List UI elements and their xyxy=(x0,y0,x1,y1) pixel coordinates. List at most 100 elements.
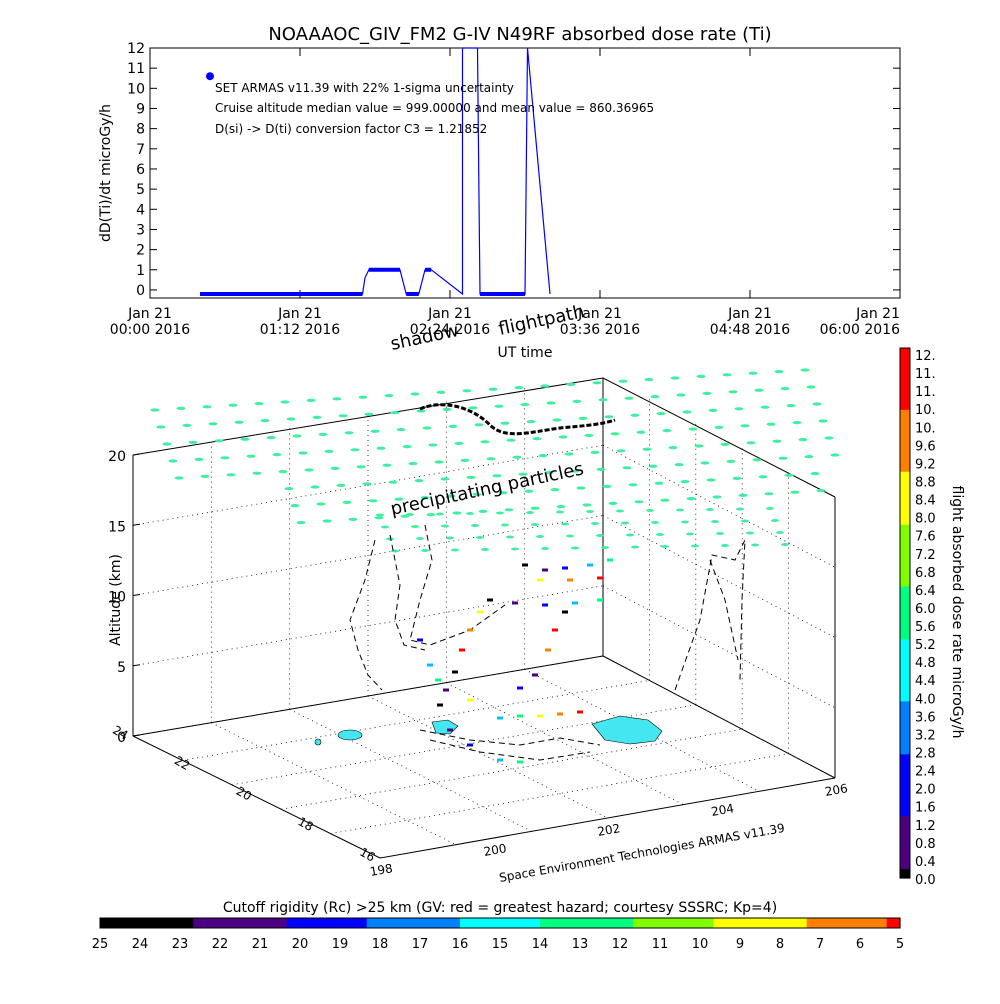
rigidity-marker xyxy=(656,412,666,416)
rigidity-marker xyxy=(816,489,826,493)
colorbar-swatch xyxy=(713,918,728,928)
dose-point xyxy=(517,686,523,690)
dose-point xyxy=(487,598,493,602)
z-tick-label: 15 xyxy=(108,519,126,535)
label-credit: Space Environment Technologies ARMAS v11… xyxy=(498,821,786,885)
rigidity-marker xyxy=(336,483,346,487)
colorbar-swatch xyxy=(366,918,381,928)
dose-point xyxy=(597,598,603,602)
rigidity-marker xyxy=(384,394,394,398)
colorbar-swatch xyxy=(900,763,910,773)
colorbar-swatch xyxy=(340,918,354,928)
rigidity-marker xyxy=(576,486,586,490)
rigidity-marker xyxy=(476,536,484,539)
rigidity-marker xyxy=(660,498,670,502)
dose-point xyxy=(545,648,551,652)
colorbar-swatch xyxy=(446,918,461,928)
rigidity-marker xyxy=(766,422,776,426)
colorbar-swatch xyxy=(900,577,910,588)
rigidity-marker xyxy=(751,543,759,547)
dose-point xyxy=(497,716,503,720)
shadow-projection xyxy=(349,524,746,761)
colorbar-tick-label: 16 xyxy=(452,937,469,952)
dose-point xyxy=(427,663,433,667)
colorbar-swatch xyxy=(833,918,848,928)
dose-point xyxy=(467,743,473,747)
x-tick-date: Jan 21 xyxy=(727,306,772,322)
dose-point xyxy=(562,566,568,570)
colorbar-swatch xyxy=(526,918,541,928)
colorbar-tick-label: 12. xyxy=(915,349,936,364)
rigidity-marker xyxy=(368,499,378,503)
colorbar-swatch xyxy=(900,498,910,508)
colorbar-swatch xyxy=(900,365,910,376)
y-tick-label: 12 xyxy=(127,41,145,57)
rigidity-marker xyxy=(451,548,459,552)
colorbar-swatch xyxy=(900,621,910,632)
colorbar-tick-label: 25 xyxy=(92,937,109,952)
rigidity-marker xyxy=(804,455,814,459)
colorbar-swatch xyxy=(593,918,608,928)
colorbar-swatch xyxy=(900,489,910,499)
colorbar-tick-label: 0.0 xyxy=(915,873,936,888)
dose-point xyxy=(497,758,503,762)
rigidity-marker xyxy=(721,544,729,547)
colorbar-swatch xyxy=(300,918,314,928)
colorbar-tick-label: 8.8 xyxy=(915,475,936,490)
colorbar-tick-label: 11. xyxy=(915,367,936,382)
grid-line xyxy=(524,668,760,792)
colorbar-swatch xyxy=(900,471,910,482)
rigidity-marker xyxy=(284,487,294,491)
rigidity-marker xyxy=(578,416,588,420)
rigidity-marker xyxy=(471,524,479,527)
colorbar-swatch xyxy=(873,918,888,928)
colorbar-swatch xyxy=(900,445,910,455)
colorbar-swatch xyxy=(900,851,910,861)
flightpath-top xyxy=(419,403,616,436)
colorbar-swatch xyxy=(460,918,474,928)
colorbar-swatch xyxy=(140,918,154,928)
colorbar-swatch xyxy=(900,560,910,570)
colorbar-swatch xyxy=(900,816,910,826)
rigidity-marker xyxy=(446,494,456,498)
rigidity-marker xyxy=(696,374,706,378)
rigidity-marker xyxy=(780,387,790,391)
rigidity-marker xyxy=(396,428,406,432)
colorbar-swatch xyxy=(126,918,141,928)
rigidity-marker xyxy=(390,411,400,415)
colorbar-tick-label: 24 xyxy=(132,937,149,952)
colorbar-tick-label: 6.4 xyxy=(915,584,936,599)
colorbar-swatch xyxy=(900,542,910,552)
rigidity-marker xyxy=(350,448,360,452)
colorbar-tick-label: 1.2 xyxy=(915,819,936,834)
rigidity-marker xyxy=(694,444,704,448)
rigidity-marker xyxy=(556,505,566,509)
dose-point xyxy=(443,688,449,692)
rigidity-marker xyxy=(732,476,742,480)
rigidity-marker xyxy=(406,513,414,516)
rigidity-marker xyxy=(478,509,488,513)
rigidity-marker xyxy=(682,410,692,414)
colorbar-tick-label: 9.2 xyxy=(915,457,936,472)
z-tick xyxy=(132,523,141,526)
colorbar-swatch xyxy=(500,918,514,928)
z-tick-label: 5 xyxy=(117,660,126,676)
colorbar-tick-label: 8.0 xyxy=(915,512,936,527)
rigidity-marker xyxy=(668,446,678,450)
rigidity-marker xyxy=(296,521,306,525)
dose-colorbar: 12. 11. 11. 10. 10. 9.6 9.2 8.8 8.4 8.0 7.6 7.2 6.8 6… xyxy=(899,347,936,888)
rigidity-marker xyxy=(648,464,658,468)
colorbar-swatch xyxy=(780,918,794,928)
rigidity-marker xyxy=(530,506,540,510)
colorbar-swatch xyxy=(900,586,910,596)
rigidity-marker xyxy=(688,427,698,431)
rigidity-marker xyxy=(771,519,779,522)
rigidity-marker xyxy=(506,438,516,442)
colorbar-tick-label: 17 xyxy=(412,937,429,952)
rigidity-marker xyxy=(591,522,599,525)
colorbar-swatch xyxy=(900,727,910,738)
flightpath-dose-points xyxy=(417,558,613,764)
lon-tick-label: 202 xyxy=(596,821,621,839)
colorbar-frame xyxy=(99,917,901,929)
